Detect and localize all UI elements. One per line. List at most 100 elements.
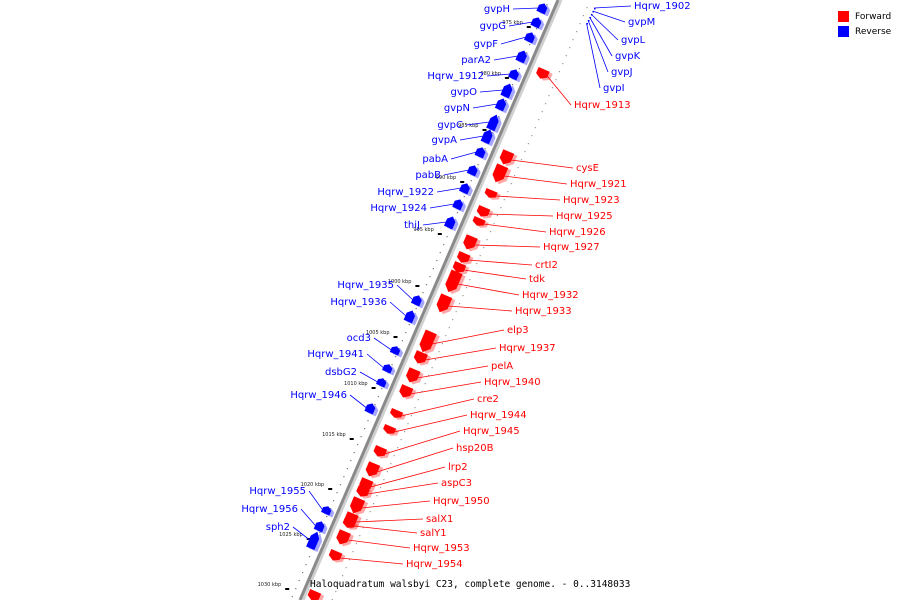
gene-label[interactable]: Hqrw_1946 bbox=[290, 390, 347, 401]
reverse-gene[interactable] bbox=[452, 199, 463, 211]
gene-label[interactable]: Hqrw_1912 bbox=[427, 71, 484, 82]
reverse-gene[interactable] bbox=[594, 8, 596, 10]
gene-label[interactable]: aspC3 bbox=[441, 478, 472, 489]
forward-gene[interactable] bbox=[472, 216, 486, 226]
forward-gene[interactable] bbox=[406, 367, 421, 383]
gene-label[interactable]: Hqrw_1953 bbox=[413, 543, 470, 554]
reverse-gene[interactable] bbox=[410, 295, 422, 307]
forward-gene[interactable] bbox=[476, 205, 491, 217]
reverse-gene[interactable] bbox=[536, 3, 548, 15]
gene-label[interactable]: Hqrw_1913 bbox=[574, 100, 631, 111]
gene-label[interactable]: Hqrw_1921 bbox=[570, 179, 627, 190]
gene-label[interactable]: crtI2 bbox=[535, 260, 558, 271]
gene-label[interactable]: pelA bbox=[491, 361, 513, 372]
reverse-gene[interactable] bbox=[389, 346, 401, 356]
reverse-gene[interactable] bbox=[466, 165, 478, 177]
gene-label[interactable]: Hqrw_1955 bbox=[249, 486, 306, 497]
forward-gene[interactable] bbox=[452, 261, 467, 273]
reverse-gene[interactable] bbox=[313, 521, 325, 533]
gene-label[interactable]: Hqrw_1902 bbox=[634, 1, 691, 12]
forward-gene[interactable] bbox=[457, 251, 471, 263]
gene-label[interactable]: Hqrw_1923 bbox=[563, 195, 620, 206]
forward-gene[interactable] bbox=[356, 485, 370, 497]
forward-gene[interactable] bbox=[413, 350, 428, 364]
gene-label[interactable]: cysE bbox=[576, 163, 599, 174]
gene-label[interactable]: hsp20B bbox=[456, 443, 494, 454]
gene-label[interactable]: gvpM bbox=[628, 17, 655, 28]
reverse-gene[interactable] bbox=[376, 378, 387, 388]
forward-gene[interactable] bbox=[328, 549, 343, 561]
gene-label[interactable]: lrp2 bbox=[448, 462, 468, 473]
gene-label[interactable]: gvpL bbox=[621, 35, 646, 46]
gene-label[interactable]: gvpG bbox=[480, 21, 506, 32]
gene-label[interactable]: salY1 bbox=[420, 528, 447, 539]
forward-gene[interactable] bbox=[336, 529, 351, 545]
reverse-gene[interactable] bbox=[486, 114, 499, 132]
reverse-gene[interactable] bbox=[592, 11, 595, 13]
gene-label[interactable]: pabA bbox=[422, 154, 448, 165]
gene-label[interactable]: Hqrw_1956 bbox=[241, 504, 298, 515]
reverse-gene[interactable] bbox=[444, 216, 456, 230]
gene-label[interactable]: gvpH bbox=[484, 4, 510, 15]
gene-label[interactable]: Hqrw_1922 bbox=[377, 187, 434, 198]
reverse-gene[interactable] bbox=[591, 14, 593, 16]
gene-label[interactable]: pabB bbox=[415, 170, 441, 181]
gene-label[interactable]: Hqrw_1932 bbox=[522, 290, 579, 301]
reverse-gene[interactable] bbox=[321, 506, 332, 516]
gene-label[interactable]: gvpK bbox=[615, 51, 641, 62]
reverse-gene[interactable] bbox=[586, 23, 589, 25]
reverse-gene[interactable] bbox=[494, 98, 507, 112]
reverse-gene[interactable] bbox=[588, 20, 590, 22]
forward-gene[interactable] bbox=[342, 518, 356, 528]
forward-gene[interactable] bbox=[484, 188, 498, 198]
gene-label[interactable]: thiJ bbox=[404, 220, 420, 231]
gene-label[interactable]: gvpA bbox=[432, 135, 458, 146]
gene-label[interactable]: sph2 bbox=[266, 522, 290, 533]
forward-gene[interactable] bbox=[383, 424, 397, 434]
reverse-gene[interactable] bbox=[459, 183, 470, 195]
forward-gene[interactable] bbox=[365, 461, 381, 477]
gene-label[interactable]: Hqrw_1954 bbox=[406, 559, 463, 570]
forward-gene[interactable] bbox=[499, 149, 515, 165]
forward-gene[interactable] bbox=[436, 293, 453, 313]
forward-gene[interactable] bbox=[373, 445, 388, 457]
gene-label[interactable]: ocd3 bbox=[347, 333, 371, 344]
forward-gene[interactable] bbox=[390, 408, 404, 418]
gene-label[interactable]: Hqrw_1940 bbox=[484, 377, 541, 388]
forward-gene[interactable] bbox=[492, 163, 509, 183]
gene-label[interactable]: Hqrw_1926 bbox=[549, 227, 606, 238]
gene-label[interactable]: dsbG2 bbox=[325, 367, 357, 378]
gene-label[interactable]: Hqrw_1944 bbox=[470, 410, 527, 421]
reverse-gene[interactable] bbox=[508, 69, 519, 81]
gene-label[interactable]: Hqrw_1924 bbox=[370, 203, 427, 214]
reverse-gene[interactable] bbox=[530, 17, 542, 29]
gene-label[interactable]: Hqrw_1925 bbox=[556, 211, 613, 222]
gene-label[interactable]: Hqrw_1936 bbox=[330, 297, 387, 308]
reverse-gene[interactable] bbox=[524, 32, 535, 44]
reverse-gene[interactable] bbox=[382, 364, 393, 374]
gene-label[interactable]: Hqrw_1937 bbox=[499, 343, 556, 354]
gene-label[interactable]: gvpC bbox=[437, 120, 463, 131]
gene-label[interactable]: Hqrw_1950 bbox=[433, 496, 490, 507]
forward-gene[interactable] bbox=[419, 329, 437, 353]
reverse-gene[interactable] bbox=[403, 310, 415, 324]
gene-label[interactable]: gvpO bbox=[451, 87, 478, 98]
gene-label[interactable]: gvpI bbox=[603, 83, 625, 94]
gene-label[interactable]: salX1 bbox=[426, 514, 453, 525]
reverse-gene[interactable] bbox=[589, 17, 592, 19]
gene-label[interactable]: tdk bbox=[529, 274, 545, 285]
gene-label[interactable]: cre2 bbox=[477, 394, 499, 405]
forward-gene[interactable] bbox=[536, 67, 550, 79]
forward-gene[interactable] bbox=[399, 384, 414, 398]
gene-label[interactable]: parA2 bbox=[461, 55, 491, 66]
reverse-gene[interactable] bbox=[306, 531, 320, 550]
gene-label[interactable]: gvpN bbox=[444, 103, 470, 114]
reverse-gene[interactable] bbox=[515, 50, 527, 64]
gene-label[interactable]: Hqrw_1935 bbox=[337, 280, 394, 291]
gene-label[interactable]: Hqrw_1941 bbox=[307, 349, 364, 360]
gene-label[interactable]: gvpJ bbox=[611, 67, 633, 78]
gene-label[interactable]: Hqrw_1933 bbox=[515, 306, 572, 317]
reverse-gene[interactable] bbox=[480, 129, 493, 145]
forward-gene[interactable] bbox=[307, 589, 322, 600]
reverse-gene[interactable] bbox=[364, 403, 376, 415]
